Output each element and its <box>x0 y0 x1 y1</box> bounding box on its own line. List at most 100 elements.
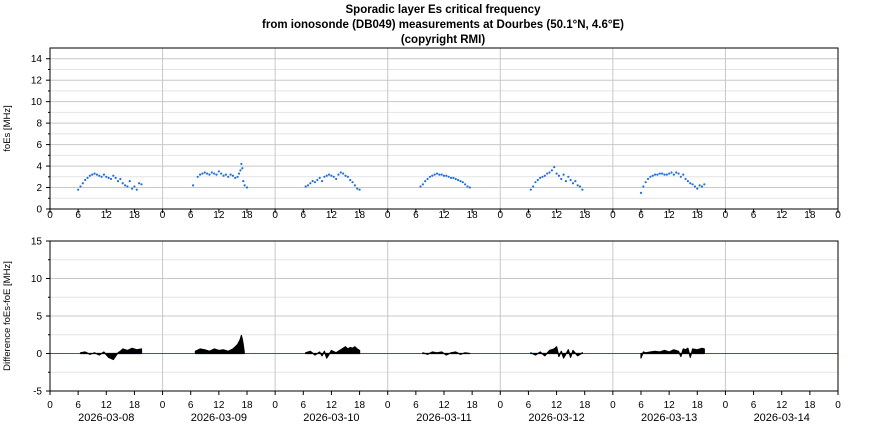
title-line-2: from ionosonde (DB049) measurements at D… <box>262 19 624 31</box>
foes-point-0-20 <box>123 184 127 187</box>
foes-point-0-3 <box>84 178 87 182</box>
foes-point-5-12 <box>668 172 671 175</box>
diff-xtick-label-1-0: 0 <box>160 400 166 411</box>
diff-xtick-label-4-0: 0 <box>498 400 504 411</box>
foes-point-2-21 <box>353 184 356 187</box>
chart-title: Sporadic layer Es critical frequency fro… <box>0 3 886 48</box>
diff-xtick-label-3-0: 0 <box>385 400 391 411</box>
foes-point-0-2 <box>81 182 84 185</box>
foes-point-1-1 <box>196 175 199 178</box>
foes-ytick-label-6: 12 <box>31 76 43 87</box>
foes-point-1-7 <box>210 171 213 174</box>
foes-point-1-8 <box>213 172 216 175</box>
diff-xtick-label-6-1: 6 <box>751 400 757 411</box>
foes-point-4-18 <box>571 182 575 185</box>
foes-point-0-18 <box>119 177 122 181</box>
diff-area-3 <box>422 351 471 356</box>
foes-ytick-label-7: 14 <box>31 54 43 65</box>
foes-xtick-label-4-0: 0 <box>498 210 504 221</box>
foes-frame <box>49 47 839 210</box>
diff-ytick-label-3: 10 <box>31 274 43 285</box>
foes-point-3-5 <box>431 174 434 177</box>
foes-point-5-2 <box>644 181 647 184</box>
diff-date-label-3: 2026-03-11 <box>416 412 471 424</box>
foes-point-1-16 <box>231 174 235 177</box>
foes-point-5-25 <box>698 184 701 187</box>
diff-ytick-label-1: 0 <box>36 349 42 360</box>
foes-point-4-11 <box>555 172 558 175</box>
foes-point-2-10 <box>327 173 331 176</box>
diff-xtick-label-4-3: 18 <box>579 400 591 411</box>
foes-point-2-17 <box>344 174 347 177</box>
foes-point-4-3 <box>536 178 539 182</box>
foes-point-0-21 <box>126 185 129 188</box>
foes-point-0-17 <box>116 179 120 183</box>
diff-area-4 <box>530 346 583 359</box>
foes-point-0-19 <box>121 182 124 185</box>
foes-point-5-8 <box>658 172 661 175</box>
foes-point-2-2 <box>309 182 312 185</box>
diff-xtick-label-4-2: 12 <box>551 400 563 411</box>
foes-point-4-2 <box>534 181 537 184</box>
foes-point-1-17 <box>234 176 237 179</box>
foes-point-0-5 <box>88 174 91 177</box>
foes-point-1-22 <box>241 167 244 170</box>
diff-area-2 <box>305 346 361 359</box>
foes-point-1-25 <box>245 186 249 189</box>
foes-point-0-26 <box>138 182 141 185</box>
foes-point-0-12 <box>105 175 108 178</box>
foes-point-5-27 <box>703 183 706 186</box>
foes-point-0-16 <box>114 176 117 179</box>
foes-point-5-22 <box>691 183 694 186</box>
diff-xtick-label-5-0: 0 <box>610 400 616 411</box>
foes-xtick-label-5-3: 18 <box>692 210 704 221</box>
foes-panel: 0 2 4 6 8 10 12 14 0 6 12 18 0 6 12 18 0 6 12 18 0 6 12 18 0 6 12 1… <box>2 47 841 221</box>
foes-point-1-15 <box>229 173 232 176</box>
diff-xtick-label-end: 0 <box>835 400 841 411</box>
foes-point-1-23 <box>242 179 245 183</box>
foes-point-1-12 <box>222 174 225 177</box>
diff-ylabel: Difference foEs-foE [MHz] <box>2 261 13 371</box>
foes-xtick-label-6-3: 18 <box>804 210 816 221</box>
foes-xtick-label-3-1: 6 <box>413 210 419 221</box>
foes-point-2-14 <box>337 173 340 176</box>
diff-xtick-label-2-1: 6 <box>301 400 307 411</box>
foes-point-3-4 <box>428 175 432 178</box>
foes-point-0-8 <box>95 173 99 176</box>
foes-xtick-label-1-0: 0 <box>160 210 166 221</box>
diff-xtick-label-2-0: 0 <box>272 400 278 411</box>
diff-xtick-label-2-2: 12 <box>326 400 338 411</box>
diff-date-label-1: 2026-03-09 <box>191 412 247 424</box>
foes-point-1-18 <box>236 175 239 178</box>
foes-point-3-16 <box>456 178 460 182</box>
foes-point-2-23 <box>358 188 361 191</box>
foes-point-1-4 <box>203 171 206 174</box>
diff-xtick-label-6-2: 12 <box>776 400 788 411</box>
foes-xtick-label-0-0: 0 <box>47 210 53 221</box>
foes-point-0-11 <box>102 173 106 176</box>
foes-point-0-13 <box>107 176 110 179</box>
diff-xtick-label-5-1: 6 <box>638 400 644 411</box>
foes-point-3-18 <box>461 181 464 184</box>
foes-point-1-10 <box>217 170 220 173</box>
foes-point-4-22 <box>581 188 584 191</box>
foes-point-5-7 <box>656 173 659 176</box>
foes-point-4-13 <box>560 177 563 181</box>
diff-xtick-label-4-1: 6 <box>526 400 532 411</box>
foes-xtick-label-6-2: 12 <box>776 210 788 221</box>
foes-point-3-20 <box>466 185 469 188</box>
foes-point-4-15 <box>564 179 568 183</box>
foes-point-2-11 <box>330 174 333 177</box>
foes-point-2-7 <box>320 179 324 183</box>
foes-point-4-12 <box>557 174 561 177</box>
foes-point-5-11 <box>665 173 668 176</box>
foes-point-2-18 <box>346 175 349 178</box>
foes-xtick-label-end: 0 <box>835 210 841 221</box>
foes-point-3-19 <box>464 183 467 186</box>
foes-point-5-1 <box>642 185 645 188</box>
foes-point-0-6 <box>91 173 94 176</box>
foes-xtick-label-0-3: 18 <box>129 210 141 221</box>
foes-point-2-6 <box>318 176 321 179</box>
foes-point-1-21 <box>240 162 243 166</box>
foes-point-1-20 <box>239 169 242 172</box>
